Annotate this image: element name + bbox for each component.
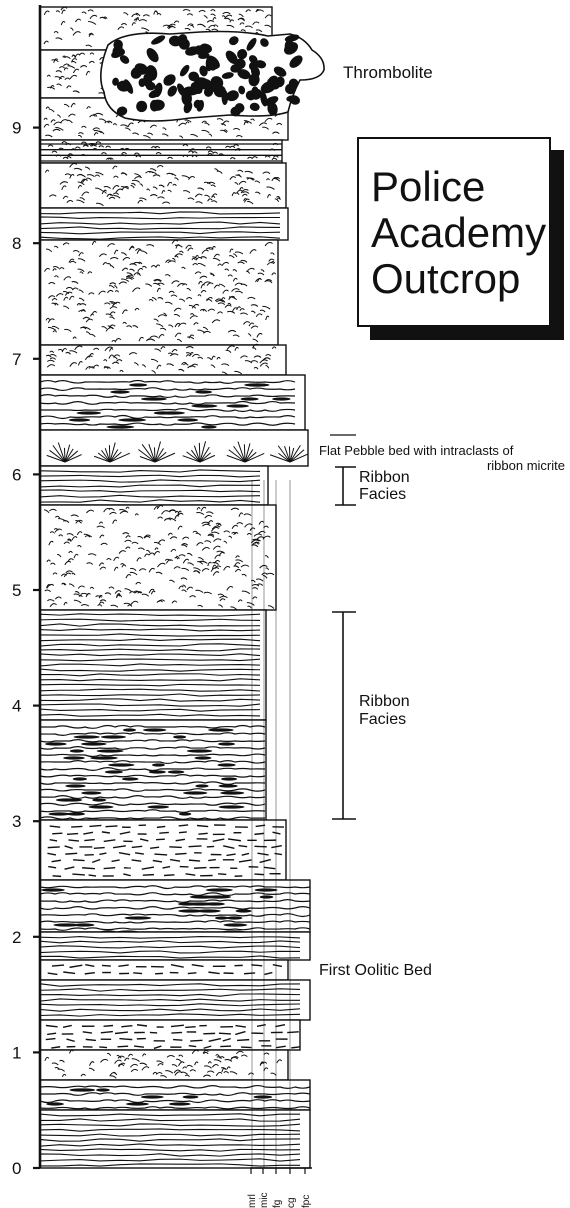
ribbon-facies-lower-label-line2: Facies bbox=[359, 711, 406, 728]
bed-11 bbox=[39, 465, 269, 506]
ribbon-facies-lower-bracket bbox=[332, 611, 356, 820]
thrombolite-body bbox=[100, 30, 325, 122]
ribbon-facies-upper-label-line1: Ribbon bbox=[359, 469, 410, 486]
tick-label-3: 3 bbox=[12, 812, 21, 831]
bed-10 bbox=[39, 429, 309, 467]
bed-16 bbox=[39, 879, 311, 934]
bed-9 bbox=[39, 374, 306, 431]
annotations: Thrombolite Flat Pebble bed with intracl… bbox=[319, 63, 565, 979]
title-line-3: Outcrop bbox=[371, 255, 521, 302]
bed-22 bbox=[39, 1079, 311, 1113]
bed-7 bbox=[39, 239, 279, 346]
bed-6 bbox=[39, 207, 289, 241]
grain-label-cg: cg bbox=[286, 1197, 297, 1208]
bed-20 bbox=[39, 1019, 301, 1051]
tick-label-6: 6 bbox=[12, 465, 21, 484]
bed-15 bbox=[39, 819, 287, 881]
bed-17 bbox=[39, 931, 311, 961]
grain-label-mic: mic bbox=[259, 1192, 270, 1208]
bed-8 bbox=[39, 343, 287, 376]
bed-21 bbox=[39, 1049, 289, 1081]
tick-label-9: 9 bbox=[12, 119, 21, 138]
grain-size-axis: mrl mic fg cg fpc bbox=[247, 1167, 312, 1208]
grain-label-fg: fg bbox=[272, 1200, 283, 1208]
title-line-1: Police bbox=[371, 163, 486, 210]
tick-label-0: 0 bbox=[12, 1159, 21, 1178]
outcrop-title-box: Police Academy Outcrop bbox=[357, 137, 551, 327]
bed-14 bbox=[39, 719, 267, 823]
bed-23 bbox=[39, 1109, 311, 1169]
bed-19 bbox=[39, 979, 311, 1021]
bed-4 bbox=[39, 139, 283, 164]
title-line-2: Academy bbox=[371, 209, 547, 256]
height-scale-axis: 0 1 2 3 4 5 6 7 8 9 bbox=[12, 5, 42, 1178]
bed-18 bbox=[39, 959, 289, 981]
bed-13 bbox=[39, 609, 267, 721]
grain-label-fpc: fpc bbox=[301, 1195, 312, 1208]
grain-label-mrl: mrl bbox=[247, 1194, 258, 1208]
lithology-column bbox=[39, 6, 311, 1169]
tick-label-8: 8 bbox=[12, 234, 21, 253]
bed-12 bbox=[39, 504, 277, 611]
ribbon-facies-upper-bracket bbox=[335, 466, 356, 506]
tick-label-4: 4 bbox=[12, 697, 21, 716]
flat-pebble-label-line2: ribbon micrite bbox=[487, 458, 565, 473]
tick-label-7: 7 bbox=[12, 350, 21, 369]
ribbon-facies-upper-label-line2: Facies bbox=[359, 486, 406, 503]
thrombolite-label: Thrombolite bbox=[343, 63, 433, 82]
tick-label-2: 2 bbox=[12, 928, 21, 947]
bed-5 bbox=[39, 162, 287, 209]
flat-pebble-label-line1: Flat Pebble bed with intraclasts of bbox=[319, 443, 514, 458]
first-oolitic-bed-label: First Oolitic Bed bbox=[319, 962, 432, 979]
tick-label-5: 5 bbox=[12, 581, 21, 600]
tick-label-1: 1 bbox=[12, 1043, 21, 1062]
ribbon-facies-lower-label-line1: Ribbon bbox=[359, 693, 410, 710]
